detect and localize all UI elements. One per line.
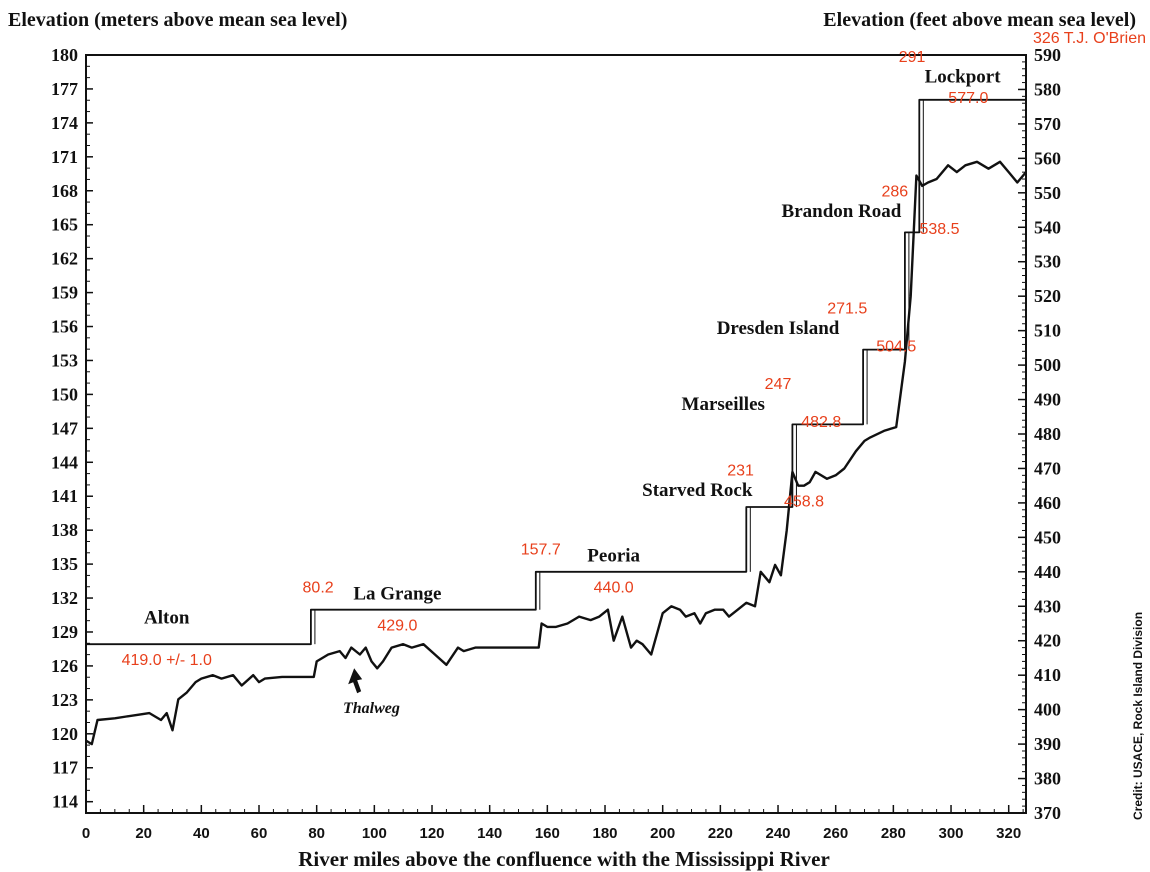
x-tick-label: 40: [193, 825, 210, 842]
y-right-tick-label: 540: [1034, 217, 1061, 237]
y-right-tick-label: 580: [1034, 79, 1061, 99]
y-right-tick-label: 410: [1034, 665, 1061, 685]
y-right-tick-label: 590: [1034, 45, 1061, 65]
y-left-tick-label: 138: [51, 520, 78, 540]
lock-mile-label: 291: [899, 49, 926, 66]
y-right-tick-label: 380: [1034, 769, 1061, 789]
y-left-tick-label: 132: [51, 588, 78, 608]
lock-name-label: Marseilles: [682, 394, 765, 415]
y-right-tick-label: 570: [1034, 114, 1061, 134]
y-left-tick-label: 150: [51, 384, 78, 404]
x-tick-label: 100: [362, 825, 387, 842]
y-right-tick-label: 440: [1034, 562, 1061, 582]
left-axis-title: Elevation (meters above mean sea level): [8, 9, 347, 31]
pool-elevation-label: 419.0 +/- 1.0: [122, 652, 212, 669]
x-tick-label: 260: [823, 825, 848, 842]
thalweg-arrow: [348, 668, 363, 694]
y-right-tick-label: 500: [1034, 355, 1061, 375]
y-left-tick-label: 171: [51, 147, 78, 167]
pool-elevation-label: 429.0: [377, 617, 417, 634]
y-right-tick-label: 510: [1034, 321, 1061, 341]
y-right-tick-label: 390: [1034, 734, 1061, 754]
lock-mile-label: 326 T.J. O'Brien: [1033, 30, 1146, 47]
y-right-tick-label: 450: [1034, 527, 1061, 547]
thalweg-line: [85, 160, 1027, 746]
y-left-tick-label: 156: [51, 317, 78, 337]
y-left-tick-label: 126: [51, 656, 78, 676]
y-right-tick-label: 370: [1034, 803, 1061, 823]
y-right-tick-label: 560: [1034, 148, 1061, 168]
x-tick-label: 160: [535, 825, 560, 842]
y-left-tick-label: 123: [51, 690, 78, 710]
x-tick-label: 220: [708, 825, 733, 842]
lock-name-label: La Grange: [353, 583, 441, 604]
y-right-tick-label: 460: [1034, 493, 1061, 513]
y-right-tick-label: 420: [1034, 631, 1061, 651]
lock-name-label: Brandon Road: [782, 201, 902, 222]
lock-name-label: Dresden Island: [717, 318, 840, 339]
pool-elevation-label: 538.5: [919, 221, 959, 238]
y-left-tick-label: 162: [51, 249, 78, 269]
y-left-tick-label: 180: [51, 45, 78, 65]
lock-mile-label: 271.5: [827, 300, 867, 317]
credit-text: Credit: USACE, Rock Island Division: [1131, 612, 1145, 820]
lock-name-label: Peoria: [587, 545, 640, 566]
y-right-tick-label: 470: [1034, 458, 1061, 478]
thalweg-annotation: Thalweg: [343, 700, 400, 717]
lock-mile-label: 157.7: [521, 542, 561, 559]
y-right-tick-label: 490: [1034, 390, 1061, 410]
pool-elevation-line: [86, 98, 1026, 646]
plot-frame: [85, 54, 1027, 814]
lock-mile-label: 231: [727, 462, 754, 479]
y-left-tick-label: 147: [51, 418, 78, 438]
y-right-tick-label: 550: [1034, 183, 1061, 203]
x-tick-label: 20: [135, 825, 152, 842]
pool-elevation-label: 458.8: [784, 493, 824, 510]
x-tick-label: 200: [650, 825, 675, 842]
pool-elevation-label: 440.0: [594, 579, 634, 596]
x-tick-label: 300: [939, 825, 964, 842]
y-right-tick-label: 520: [1034, 286, 1061, 306]
x-axis-title: River miles above the confluence with th…: [298, 847, 830, 871]
x-tick-label: 80: [308, 825, 325, 842]
pool-elevation-label: 482.8: [801, 414, 841, 431]
lock-name-label: Starved Rock: [642, 480, 753, 501]
y-right-tick-label: 480: [1034, 424, 1061, 444]
x-tick-label: 60: [251, 825, 268, 842]
x-tick-label: 180: [593, 825, 618, 842]
x-tick-label: 280: [881, 825, 906, 842]
pool-elevation-label: 504.5: [876, 338, 916, 355]
y-right-tick-label: 400: [1034, 700, 1061, 720]
y-left-tick-label: 141: [51, 486, 78, 506]
y-left-tick-label: 153: [51, 350, 78, 370]
y-right-tick-label: 430: [1034, 596, 1061, 616]
y-left-tick-label: 135: [51, 554, 78, 574]
x-tick-label: 140: [477, 825, 502, 842]
y-left-tick-label: 174: [51, 113, 78, 133]
y-left-tick-label: 129: [51, 622, 78, 642]
y-left-tick-label: 117: [52, 758, 78, 778]
y-left-tick-label: 165: [51, 215, 78, 235]
x-tick-label: 0: [82, 825, 90, 842]
x-tick-label: 320: [996, 825, 1021, 842]
y-left-tick-label: 114: [52, 792, 78, 812]
lock-mile-label: 247: [765, 376, 792, 393]
y-left-tick-label: 144: [51, 452, 78, 472]
lock-mile-label: 286: [881, 183, 908, 200]
y-left-tick-label: 177: [51, 79, 78, 99]
lock-name-label: Lockport: [925, 67, 1002, 88]
right-axis-title: Elevation (feet above mean sea level): [823, 9, 1136, 31]
y-left-tick-label: 120: [51, 724, 78, 744]
y-left-tick-label: 159: [51, 283, 78, 303]
x-tick-label: 240: [766, 825, 791, 842]
pool-elevation-label: 577.0: [948, 90, 988, 107]
y-right-tick-label: 530: [1034, 252, 1061, 272]
x-tick-label: 120: [419, 825, 444, 842]
lock-name-label: Alton: [144, 608, 190, 629]
lock-mile-label: 80.2: [303, 579, 334, 596]
y-left-tick-label: 168: [51, 181, 78, 201]
